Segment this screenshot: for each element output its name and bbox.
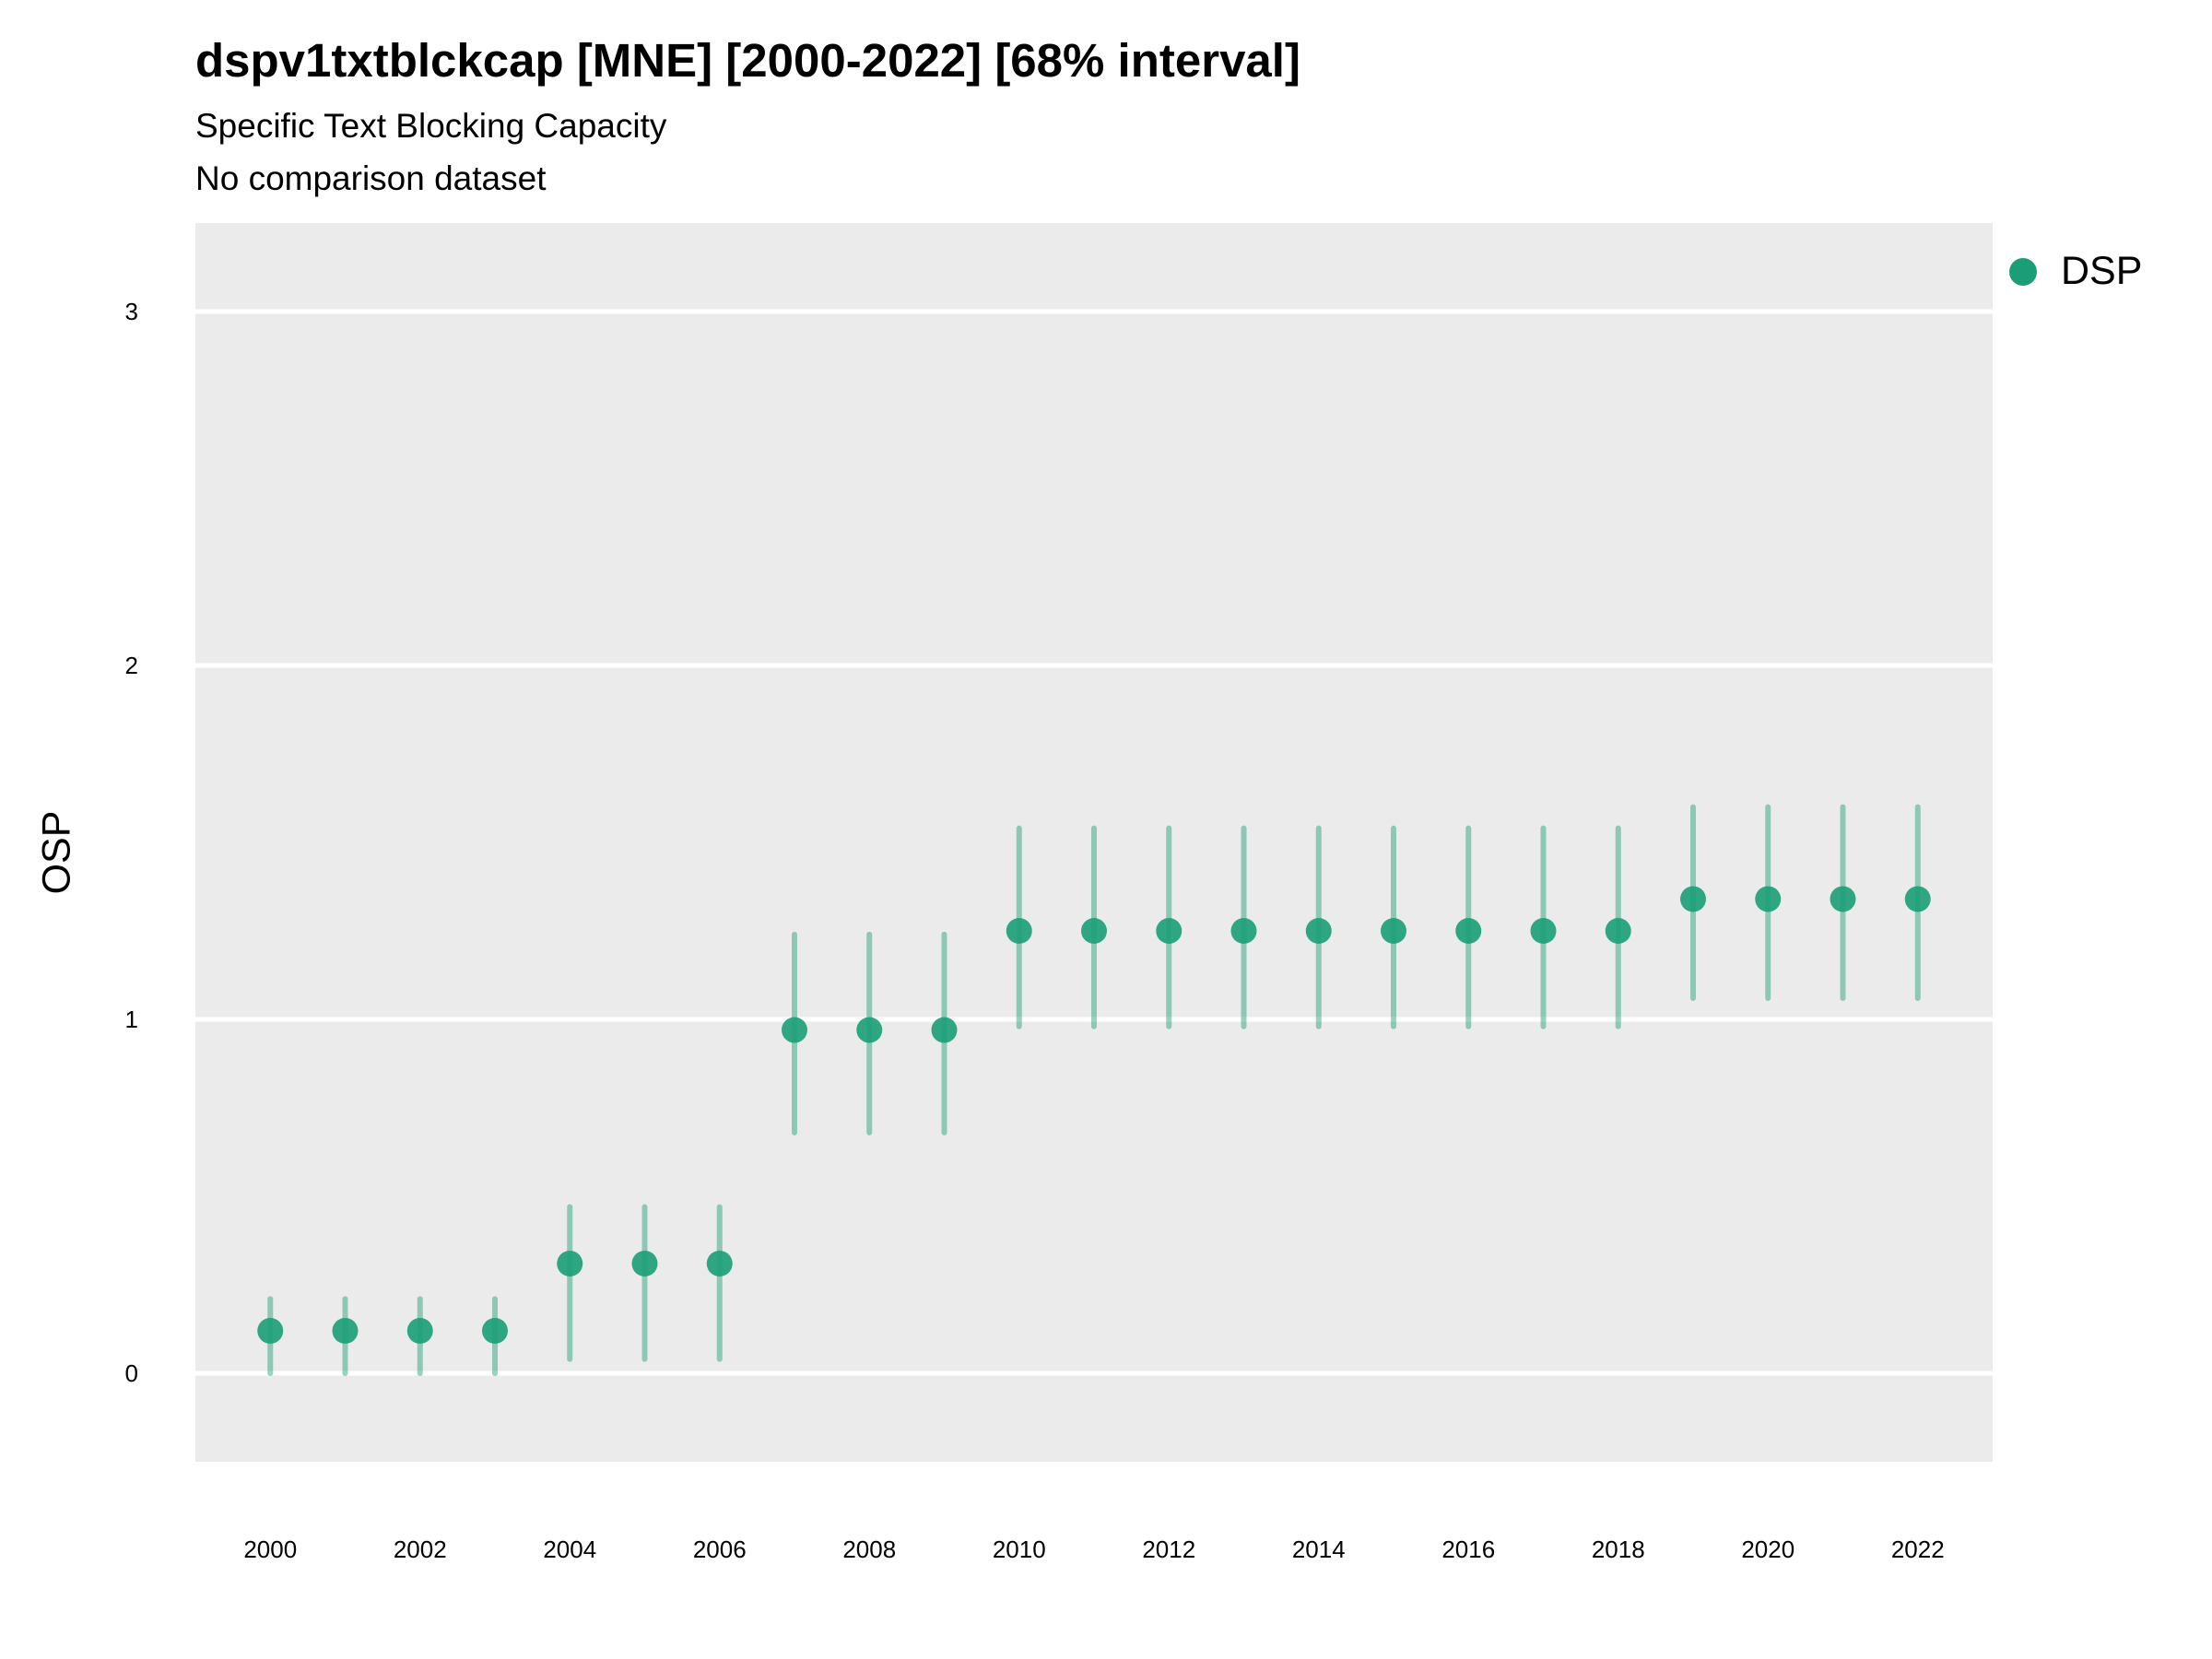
data-point [1455,918,1482,944]
data-point [1381,918,1406,944]
data-point [1755,886,1782,912]
x-tick-label: 2014 [1292,1535,1346,1563]
data-point [1904,886,1931,912]
chart-title: dspv1txtblckcap [MNE] [2000-2022] [68% i… [195,34,1300,87]
x-tick-label: 2002 [394,1535,447,1563]
chart-caption: No comparison dataset [195,159,547,197]
x-tick-label: 2016 [1441,1535,1495,1563]
legend-label-dsp: DSP [2061,249,2143,293]
x-tick-label: 2012 [1142,1535,1195,1563]
data-point [1156,918,1182,944]
x-axis-ticks: 2000 2002 2004 2006 2008 2010 2012 2014 2016 2018… [243,1535,1944,1563]
data-point [706,1250,733,1277]
data-point [1605,918,1631,944]
x-tick-label: 2010 [993,1535,1046,1563]
data-point [1680,886,1706,912]
grid-lines [195,309,1993,1376]
data-point [856,1017,883,1043]
x-tick-label: 2006 [693,1535,747,1563]
data-point [406,1317,433,1344]
data-point [257,1317,284,1344]
data-point [1230,918,1257,944]
y-axis-ticks: 0 1 2 3 [125,298,138,1387]
x-tick-label: 2020 [1741,1535,1794,1563]
data-point [931,1017,958,1043]
data-point [482,1317,508,1344]
data-point [1081,918,1107,944]
data-point [1305,918,1332,944]
data-point [782,1017,807,1043]
y-tick-label: 1 [125,1006,138,1033]
data-point [1006,918,1032,944]
legend-key-dsp [2009,257,2037,286]
plot-panel [195,223,1993,1462]
x-tick-label: 2022 [1891,1535,1945,1563]
y-tick-label: 3 [125,298,138,325]
x-tick-label: 2000 [243,1535,297,1563]
x-tick-label: 2018 [1592,1535,1645,1563]
data-point [631,1250,658,1277]
y-tick-label: 0 [125,1359,138,1387]
x-tick-label: 2008 [842,1535,896,1563]
data-point [557,1250,583,1277]
x-tick-label: 2004 [543,1535,596,1563]
data-point [332,1317,359,1344]
legend: DSP [2009,249,2142,294]
data-points [257,886,1931,1344]
data-point [1830,886,1856,912]
y-tick-label: 2 [125,652,138,679]
chart-subtitle: Specific Text Blocking Capacity [195,107,667,145]
data-point [1530,918,1557,944]
